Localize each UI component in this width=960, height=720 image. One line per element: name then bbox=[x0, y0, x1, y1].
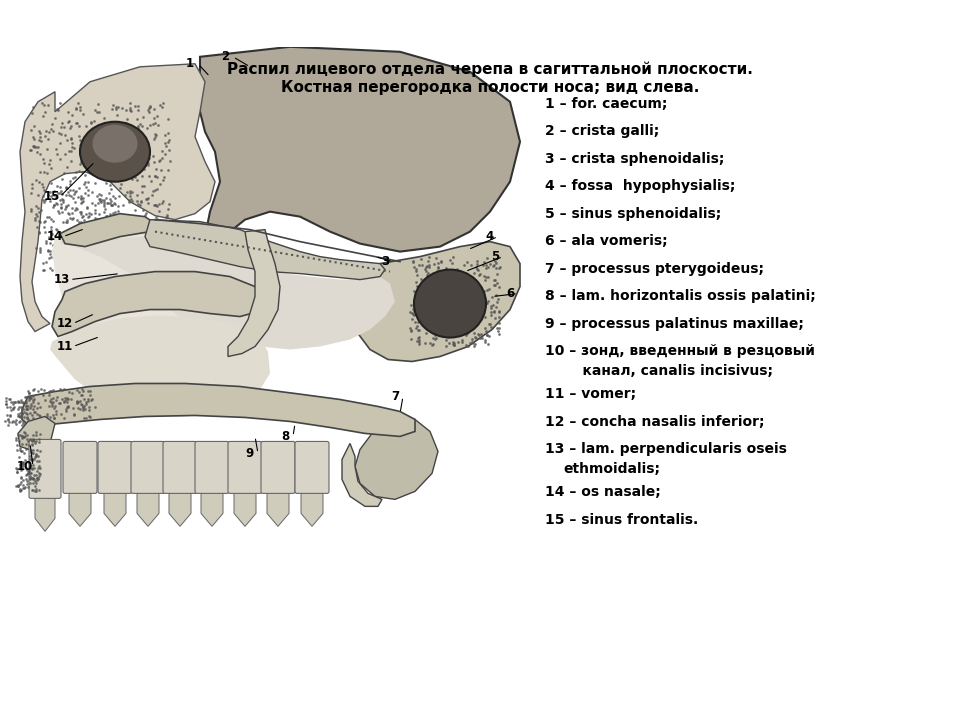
Text: 4 – fossa  hypophysialis;: 4 – fossa hypophysialis; bbox=[545, 179, 735, 193]
Text: канал, canalis incisivus;: канал, canalis incisivus; bbox=[563, 364, 773, 378]
Text: Костная перегородка полости носа; вид слева.: Костная перегородка полости носа; вид сл… bbox=[281, 80, 699, 95]
Text: 2 – crista galli;: 2 – crista galli; bbox=[545, 125, 660, 138]
Polygon shape bbox=[342, 444, 382, 506]
Polygon shape bbox=[52, 220, 285, 366]
Text: 6: 6 bbox=[506, 287, 515, 300]
Text: 3: 3 bbox=[381, 255, 389, 268]
FancyBboxPatch shape bbox=[131, 441, 165, 493]
Polygon shape bbox=[137, 491, 159, 526]
Polygon shape bbox=[169, 491, 191, 526]
Polygon shape bbox=[52, 271, 265, 336]
FancyBboxPatch shape bbox=[195, 441, 229, 493]
Text: 7: 7 bbox=[391, 390, 399, 403]
Text: 6 – ala vomeris;: 6 – ala vomeris; bbox=[545, 234, 667, 248]
Polygon shape bbox=[267, 491, 289, 526]
Text: 5: 5 bbox=[491, 250, 499, 263]
Polygon shape bbox=[352, 242, 520, 361]
Polygon shape bbox=[60, 237, 395, 349]
Text: 15: 15 bbox=[44, 190, 60, 203]
Polygon shape bbox=[301, 491, 323, 526]
Polygon shape bbox=[200, 47, 520, 251]
FancyBboxPatch shape bbox=[29, 439, 61, 498]
Polygon shape bbox=[18, 416, 55, 451]
Text: 14 – os nasale;: 14 – os nasale; bbox=[545, 485, 660, 499]
Text: Распил лицевого отдела черепа в сагиттальной плоскости.: Распил лицевого отдела черепа в сагиттал… bbox=[228, 62, 753, 77]
Ellipse shape bbox=[92, 125, 137, 163]
Text: 3 – crista sphenoidalis;: 3 – crista sphenoidalis; bbox=[545, 152, 725, 166]
FancyBboxPatch shape bbox=[261, 441, 295, 493]
Polygon shape bbox=[22, 384, 415, 436]
Polygon shape bbox=[60, 214, 155, 247]
Polygon shape bbox=[69, 491, 91, 526]
Text: 8 – lam. horizontalis ossis palatini;: 8 – lam. horizontalis ossis palatini; bbox=[545, 289, 816, 303]
Polygon shape bbox=[355, 411, 438, 500]
Text: 12: 12 bbox=[57, 317, 73, 330]
Text: 11: 11 bbox=[57, 340, 73, 353]
Text: 13: 13 bbox=[54, 273, 70, 286]
Text: 5 – sinus sphenoidalis;: 5 – sinus sphenoidalis; bbox=[545, 207, 721, 220]
Ellipse shape bbox=[414, 269, 486, 338]
Ellipse shape bbox=[80, 122, 150, 181]
Text: 10 – зонд, введенный в резцовый: 10 – зонд, введенный в резцовый bbox=[545, 344, 815, 358]
Text: 10: 10 bbox=[17, 460, 34, 473]
Polygon shape bbox=[35, 496, 55, 531]
Polygon shape bbox=[50, 315, 270, 416]
Text: 14: 14 bbox=[47, 230, 63, 243]
Polygon shape bbox=[145, 220, 385, 279]
Text: 12 – concha nasalis inferior;: 12 – concha nasalis inferior; bbox=[545, 415, 764, 428]
FancyBboxPatch shape bbox=[63, 441, 97, 493]
Polygon shape bbox=[20, 64, 215, 331]
Text: 9: 9 bbox=[246, 447, 254, 460]
Text: 4: 4 bbox=[486, 230, 494, 243]
Text: 1 – for. caecum;: 1 – for. caecum; bbox=[545, 96, 667, 111]
Text: ethmoidalis;: ethmoidalis; bbox=[563, 462, 660, 476]
FancyBboxPatch shape bbox=[228, 441, 262, 493]
Text: 9 – processus palatinus maxillae;: 9 – processus palatinus maxillae; bbox=[545, 317, 804, 330]
Polygon shape bbox=[228, 230, 280, 356]
FancyBboxPatch shape bbox=[98, 441, 132, 493]
Polygon shape bbox=[201, 491, 223, 526]
FancyBboxPatch shape bbox=[295, 441, 329, 493]
Text: 13 – lam. perpendicularis oseis: 13 – lam. perpendicularis oseis bbox=[545, 442, 787, 456]
Text: 1: 1 bbox=[186, 58, 194, 71]
Polygon shape bbox=[234, 491, 256, 526]
Text: 15 – sinus frontalis.: 15 – sinus frontalis. bbox=[545, 513, 698, 527]
Text: 7 – processus pterygoideus;: 7 – processus pterygoideus; bbox=[545, 261, 764, 276]
Text: 8: 8 bbox=[281, 430, 289, 443]
Text: 11 – vomer;: 11 – vomer; bbox=[545, 387, 636, 401]
Polygon shape bbox=[104, 491, 126, 526]
FancyBboxPatch shape bbox=[163, 441, 197, 493]
Text: 2: 2 bbox=[221, 50, 229, 63]
